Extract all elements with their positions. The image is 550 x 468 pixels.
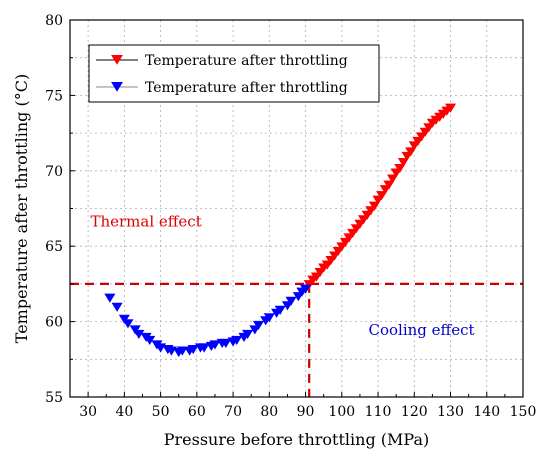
annotation-label: Cooling effect (369, 321, 475, 339)
x-tick-label: 110 (365, 404, 392, 420)
x-tick-label: 30 (79, 404, 97, 420)
series-1 (300, 103, 457, 294)
data-point (220, 338, 232, 349)
data-point (397, 157, 409, 168)
x-tick-label: 140 (473, 404, 500, 420)
data-point (444, 103, 457, 113)
data-point (111, 302, 123, 312)
x-tick-label: 60 (188, 404, 206, 420)
data-point (285, 296, 297, 306)
data-point (242, 329, 254, 339)
legend-label: Temperature after throttling (145, 80, 348, 96)
data-point (209, 340, 221, 350)
legend: Temperature after throttling Temperature … (88, 44, 380, 103)
series-2 (104, 284, 312, 358)
data-point (144, 335, 156, 346)
data-point (129, 325, 141, 335)
y-tick-label: 75 (45, 88, 63, 104)
data-point (187, 344, 199, 355)
x-tick-label: 40 (115, 404, 133, 420)
annotations: Thermal effect Cooling effect (90, 213, 474, 340)
data-point (231, 335, 243, 346)
data-point (176, 346, 188, 356)
data-point (118, 314, 130, 324)
x-tick-label: 80 (260, 404, 278, 420)
data-point (300, 284, 312, 294)
data-point (104, 293, 116, 303)
y-tick-label: 55 (45, 390, 63, 406)
y-tick-label: 65 (45, 239, 63, 255)
data-point (274, 305, 286, 315)
data-point (376, 191, 388, 201)
data-point (252, 320, 264, 330)
data-series (104, 103, 457, 358)
y-axis-title: Temperature after throttling (°C) (12, 74, 31, 343)
x-tick-label: 150 (510, 404, 537, 420)
data-point (394, 163, 406, 174)
data-point (387, 174, 399, 184)
x-axis-title: Pressure before throttling (MPa) (164, 430, 429, 449)
data-point (405, 147, 417, 157)
axis-ticks: 30 40 50 60 70 80 90 100 110 120 130 140 150 55 60 65 70… (45, 13, 536, 420)
y-tick-label: 80 (45, 13, 63, 29)
legend-box (88, 44, 380, 103)
x-tick-label: 70 (224, 404, 242, 420)
x-tick-label: 90 (297, 404, 315, 420)
y-tick-label: 60 (45, 315, 63, 331)
data-point (263, 313, 275, 323)
x-tick-label: 130 (437, 404, 464, 420)
data-point (198, 343, 210, 353)
data-point (122, 319, 134, 329)
legend-marker (111, 82, 123, 92)
x-tick-label: 50 (152, 404, 170, 420)
data-point (368, 201, 380, 211)
legend-marker (111, 55, 123, 65)
legend-label: Temperature after throttling (145, 53, 348, 69)
data-point (383, 180, 395, 190)
annotation-label: Thermal effect (90, 213, 201, 231)
x-tick-label: 100 (328, 404, 355, 420)
x-tick-label: 120 (401, 404, 428, 420)
y-tick-label: 70 (45, 164, 63, 180)
reference-lines (70, 282, 523, 397)
data-point (133, 329, 145, 339)
